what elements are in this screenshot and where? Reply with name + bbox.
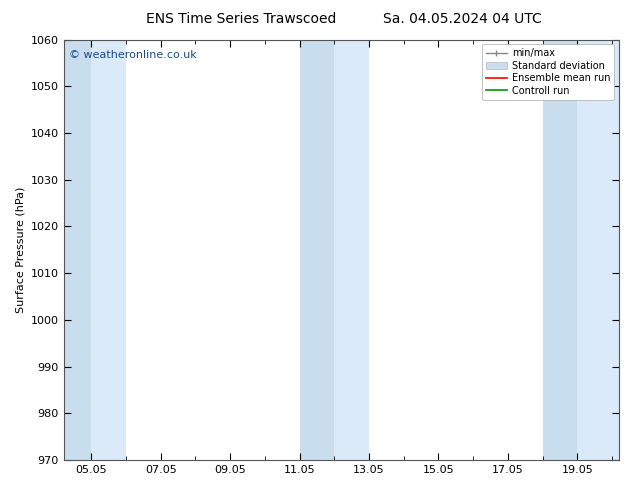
Legend: min/max, Standard deviation, Ensemble mean run, Controll run: min/max, Standard deviation, Ensemble me… (482, 45, 614, 99)
Bar (63, 40, 91, 460)
Text: ENS Time Series Trawscoed: ENS Time Series Trawscoed (146, 12, 336, 26)
Bar (300, 40, 334, 460)
Bar (334, 40, 369, 460)
Bar (91, 40, 126, 460)
Text: Sa. 04.05.2024 04 UTC: Sa. 04.05.2024 04 UTC (384, 12, 542, 26)
Y-axis label: Surface Pressure (hPa): Surface Pressure (hPa) (15, 187, 25, 313)
Bar (543, 40, 578, 460)
Bar (578, 40, 619, 460)
Text: © weatheronline.co.uk: © weatheronline.co.uk (69, 50, 197, 60)
